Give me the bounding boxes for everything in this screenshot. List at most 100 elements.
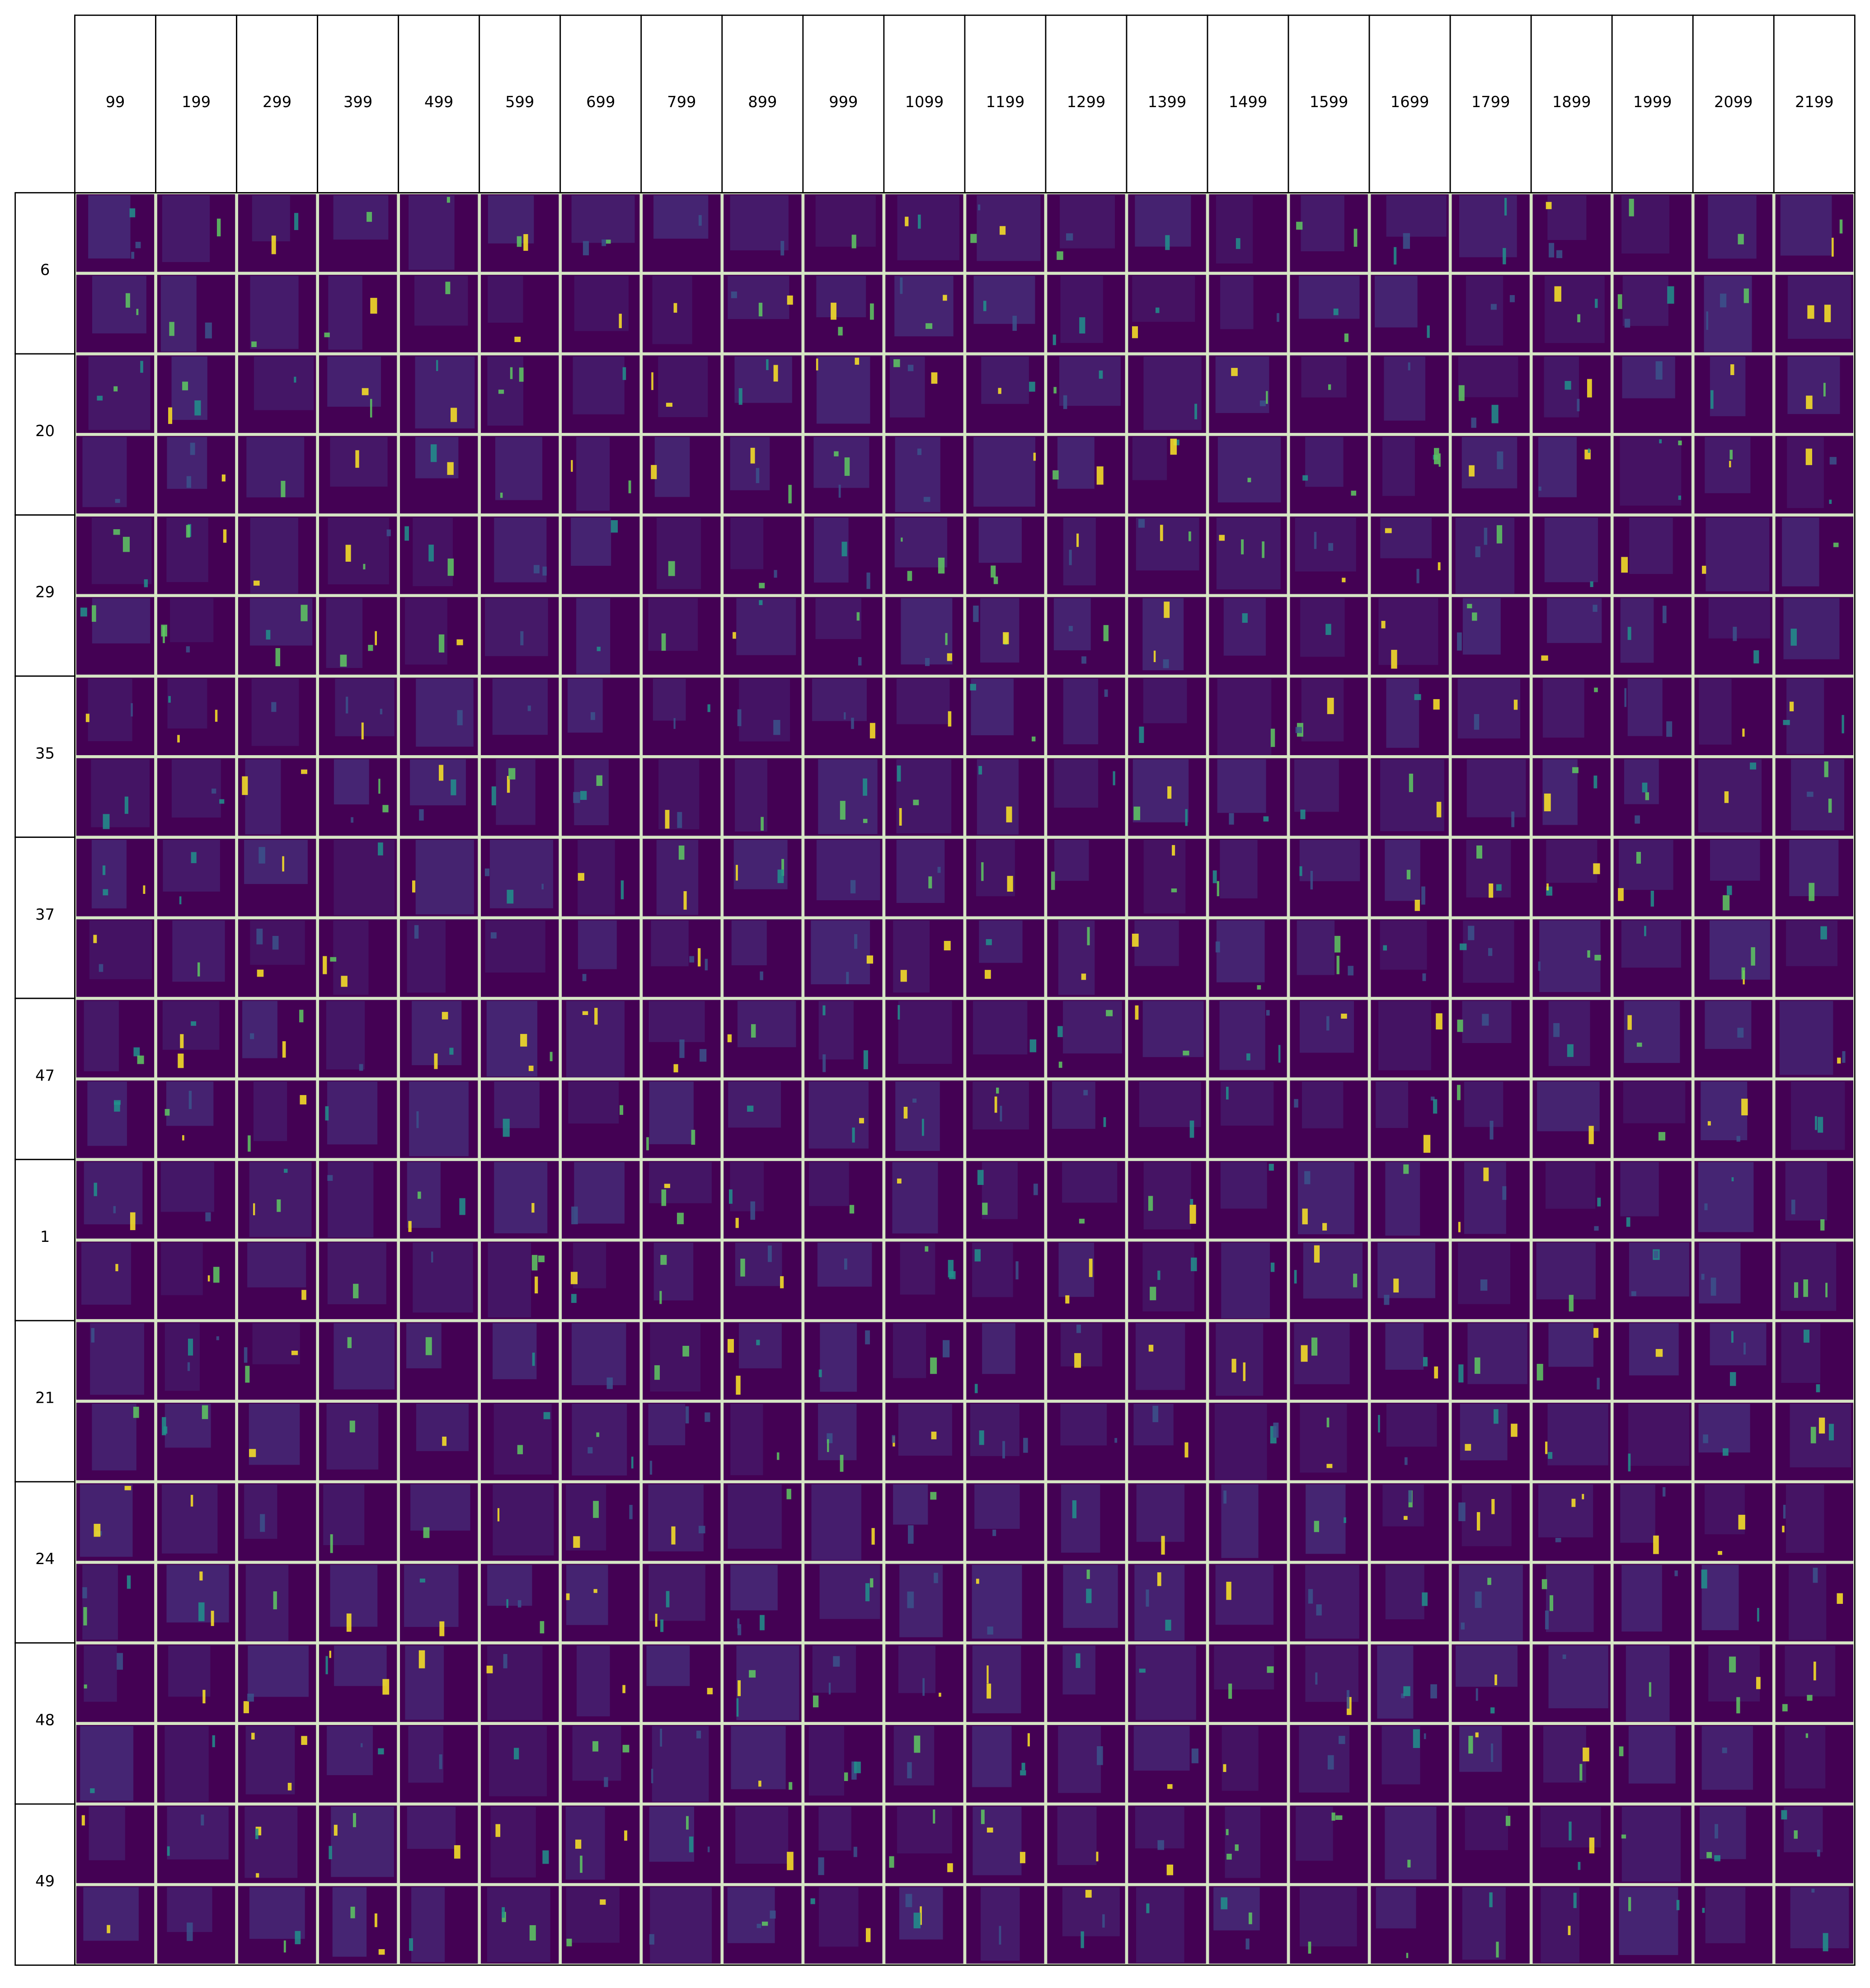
heatmap-texture bbox=[657, 517, 701, 589]
grid-frame bbox=[74, 192, 1856, 1966]
heatmap-cell bbox=[236, 1643, 318, 1724]
heatmap-texture bbox=[1622, 356, 1675, 399]
heatmap-background bbox=[75, 917, 156, 999]
heatmap-texture bbox=[1545, 276, 1605, 343]
heatmap-cell bbox=[398, 193, 479, 273]
heatmap-feature bbox=[1302, 475, 1308, 481]
heatmap-texture bbox=[1221, 1081, 1274, 1126]
heatmap-background bbox=[1531, 354, 1612, 435]
heatmap-cell bbox=[964, 1079, 1046, 1160]
heatmap-cell bbox=[1774, 676, 1855, 757]
heatmap-texture bbox=[160, 1162, 214, 1212]
heatmap-texture bbox=[1466, 276, 1504, 346]
heatmap-cell bbox=[560, 1240, 641, 1321]
heatmap-feature bbox=[1326, 1016, 1330, 1031]
heatmap-feature bbox=[330, 1534, 333, 1553]
heatmap-feature bbox=[242, 776, 248, 795]
heatmap-feature bbox=[766, 359, 769, 370]
heatmap-texture bbox=[1386, 1404, 1437, 1447]
heatmap-cell bbox=[1127, 354, 1208, 435]
heatmap-feature bbox=[1072, 1500, 1077, 1518]
column-header-box bbox=[155, 14, 237, 193]
heatmap-feature bbox=[1114, 1438, 1118, 1443]
heatmap-feature bbox=[517, 1600, 522, 1607]
heatmap-feature bbox=[865, 1583, 870, 1602]
heatmap-background bbox=[398, 273, 479, 354]
heatmap-cell bbox=[1693, 595, 1774, 677]
heatmap-cell bbox=[1208, 1401, 1289, 1482]
heatmap-background bbox=[641, 595, 722, 677]
heatmap-texture bbox=[1548, 1645, 1608, 1709]
heatmap-texture bbox=[816, 276, 866, 318]
heatmap-feature bbox=[1619, 1746, 1624, 1757]
heatmap-cell bbox=[1531, 515, 1612, 596]
heatmap-background bbox=[1288, 676, 1370, 757]
heatmap-cell bbox=[1612, 1723, 1693, 1804]
heatmap-texture bbox=[739, 1323, 782, 1368]
heatmap-feature bbox=[651, 1768, 653, 1783]
heatmap-feature bbox=[133, 1047, 140, 1057]
heatmap-cell bbox=[75, 1321, 156, 1401]
heatmap-feature bbox=[774, 570, 777, 578]
heatmap-feature bbox=[1157, 1270, 1161, 1280]
heatmap-feature bbox=[500, 493, 503, 498]
heatmap-texture bbox=[1546, 1162, 1596, 1209]
heatmap-feature bbox=[1505, 1815, 1511, 1826]
heatmap-background bbox=[803, 1885, 884, 1965]
heatmap-background bbox=[1288, 1804, 1370, 1885]
heatmap-background bbox=[1612, 434, 1693, 515]
heatmap-feature bbox=[510, 367, 513, 379]
heatmap-feature bbox=[186, 525, 190, 538]
heatmap-cell bbox=[1693, 917, 1774, 999]
column-header: 1299 bbox=[1067, 93, 1106, 111]
heatmap-background bbox=[1369, 757, 1451, 837]
heatmap-feature bbox=[299, 1010, 304, 1023]
heatmap-feature bbox=[484, 868, 490, 876]
heatmap-cell bbox=[964, 1240, 1046, 1321]
heatmap-texture bbox=[1132, 276, 1195, 322]
heatmap-texture bbox=[1459, 195, 1517, 258]
heatmap-texture bbox=[1297, 920, 1335, 975]
heatmap-feature bbox=[1007, 876, 1013, 892]
heatmap-cell bbox=[479, 917, 560, 999]
heatmap-texture bbox=[496, 759, 536, 825]
heatmap-feature bbox=[1621, 1834, 1626, 1839]
heatmap-feature bbox=[351, 817, 354, 823]
heatmap-cell bbox=[1288, 1481, 1370, 1563]
heatmap-texture bbox=[972, 1645, 1021, 1714]
heatmap-texture bbox=[893, 1323, 926, 1378]
heatmap-texture bbox=[1301, 1081, 1344, 1128]
heatmap-cell bbox=[964, 354, 1046, 435]
column-header-box bbox=[398, 14, 480, 193]
heatmap-feature bbox=[1315, 1672, 1318, 1685]
heatmap-cell bbox=[560, 757, 641, 837]
heatmap-feature bbox=[1132, 326, 1138, 338]
heatmap-cell bbox=[1127, 515, 1208, 596]
heatmap-cell bbox=[1369, 1562, 1451, 1643]
heatmap-texture bbox=[1223, 598, 1266, 656]
heatmap-cell bbox=[1288, 917, 1370, 999]
heatmap-feature bbox=[1782, 1526, 1785, 1532]
heatmap-cell bbox=[722, 757, 803, 837]
heatmap-cell bbox=[155, 193, 237, 273]
heatmap-cell bbox=[883, 354, 965, 435]
heatmap-feature bbox=[1152, 1405, 1159, 1422]
heatmap-cell bbox=[803, 998, 884, 1079]
heatmap-feature bbox=[1267, 1666, 1274, 1673]
heatmap-feature bbox=[1823, 1933, 1828, 1951]
heatmap-texture bbox=[649, 1162, 712, 1203]
heatmap-feature bbox=[866, 572, 870, 589]
heatmap-texture bbox=[1786, 678, 1824, 754]
heatmap-cell bbox=[883, 1401, 965, 1482]
heatmap-feature bbox=[1413, 1729, 1420, 1748]
heatmap-feature bbox=[1710, 390, 1714, 409]
heatmap-feature bbox=[1189, 1120, 1194, 1138]
heatmap-cell bbox=[1531, 273, 1612, 354]
heatmap-feature bbox=[1148, 1196, 1153, 1211]
heatmap-feature bbox=[1219, 535, 1225, 541]
heatmap-feature bbox=[94, 1183, 97, 1196]
heatmap-texture bbox=[730, 437, 770, 490]
heatmap-feature bbox=[992, 1529, 996, 1536]
heatmap-cell bbox=[1288, 193, 1370, 273]
heatmap-texture bbox=[1063, 678, 1099, 744]
